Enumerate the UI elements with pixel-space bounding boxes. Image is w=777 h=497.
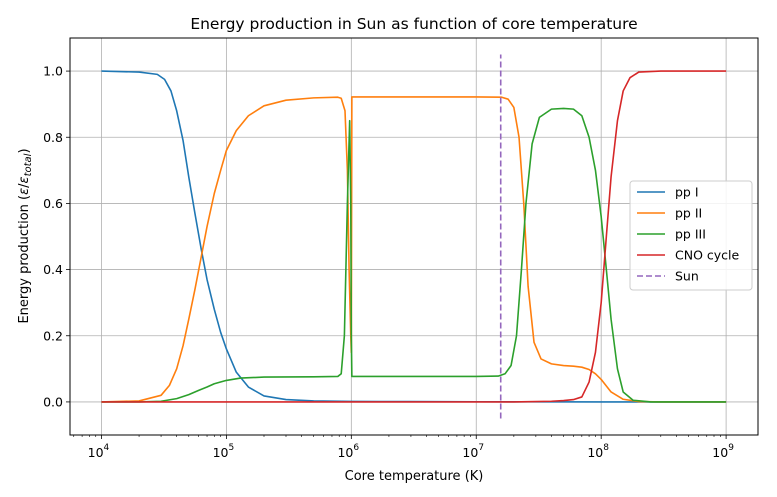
series-line-pp-iii xyxy=(101,107,727,403)
legend: pp I pp II pp III CNO cycle Sun xyxy=(629,180,753,291)
legend-label: Sun xyxy=(675,269,699,284)
y-tick-label: 1.0 xyxy=(43,64,63,79)
y-axis-title: Energy production (ε/εtotal) xyxy=(17,148,34,323)
y-tick-label: 0.6 xyxy=(43,196,63,211)
chart-title: Energy production in Sun as function of … xyxy=(190,15,637,33)
series-line-cno-cycle xyxy=(101,70,727,403)
x-tick-exponent: 4 xyxy=(104,443,110,453)
x-tick-exponent: 8 xyxy=(603,443,609,453)
x-tick-label: 107 xyxy=(462,443,484,460)
x-tick-base: 10 xyxy=(462,445,478,460)
legend-label: pp II xyxy=(675,206,702,221)
x-tick-base: 10 xyxy=(213,445,229,460)
y-tick-label: 0.4 xyxy=(43,262,63,277)
y-tick-label: 0.0 xyxy=(43,394,63,409)
x-tick-base: 10 xyxy=(337,445,353,460)
x-axis-title: Core temperature (K) xyxy=(345,469,484,484)
x-tick-label: 109 xyxy=(712,443,734,460)
x-tick-exponent: 6 xyxy=(353,443,359,453)
y-axis-title-subscript: total xyxy=(23,153,34,176)
series-layer xyxy=(101,54,727,419)
y-tick-label: 0.2 xyxy=(43,328,63,343)
y-axis-title-main: Energy production ( xyxy=(17,195,32,324)
legend-label: CNO cycle xyxy=(675,248,740,263)
x-tick-label: 104 xyxy=(88,443,110,460)
y-tick-label: 0.8 xyxy=(43,130,63,145)
y-axis-title-eps-total: ε xyxy=(17,176,32,183)
x-tick-exponent: 9 xyxy=(728,443,734,453)
x-tick-base: 10 xyxy=(88,445,104,460)
x-tick-label: 105 xyxy=(213,443,235,460)
legend-box xyxy=(629,180,753,291)
x-tick-base: 10 xyxy=(587,445,603,460)
y-axis-title-close: ) xyxy=(17,148,32,153)
y-axis-title-eps: ε xyxy=(17,188,32,195)
legend-label: pp I xyxy=(675,185,699,200)
legend-label: pp III xyxy=(675,227,706,242)
x-tick-exponent: 5 xyxy=(228,443,234,453)
x-tick-base: 10 xyxy=(712,445,728,460)
plot-frame xyxy=(69,37,759,436)
x-tick-label: 108 xyxy=(587,443,609,460)
x-tick-exponent: 7 xyxy=(478,443,484,453)
y-axis-title-slash: / xyxy=(17,183,32,188)
x-tick-label: 106 xyxy=(337,443,359,460)
